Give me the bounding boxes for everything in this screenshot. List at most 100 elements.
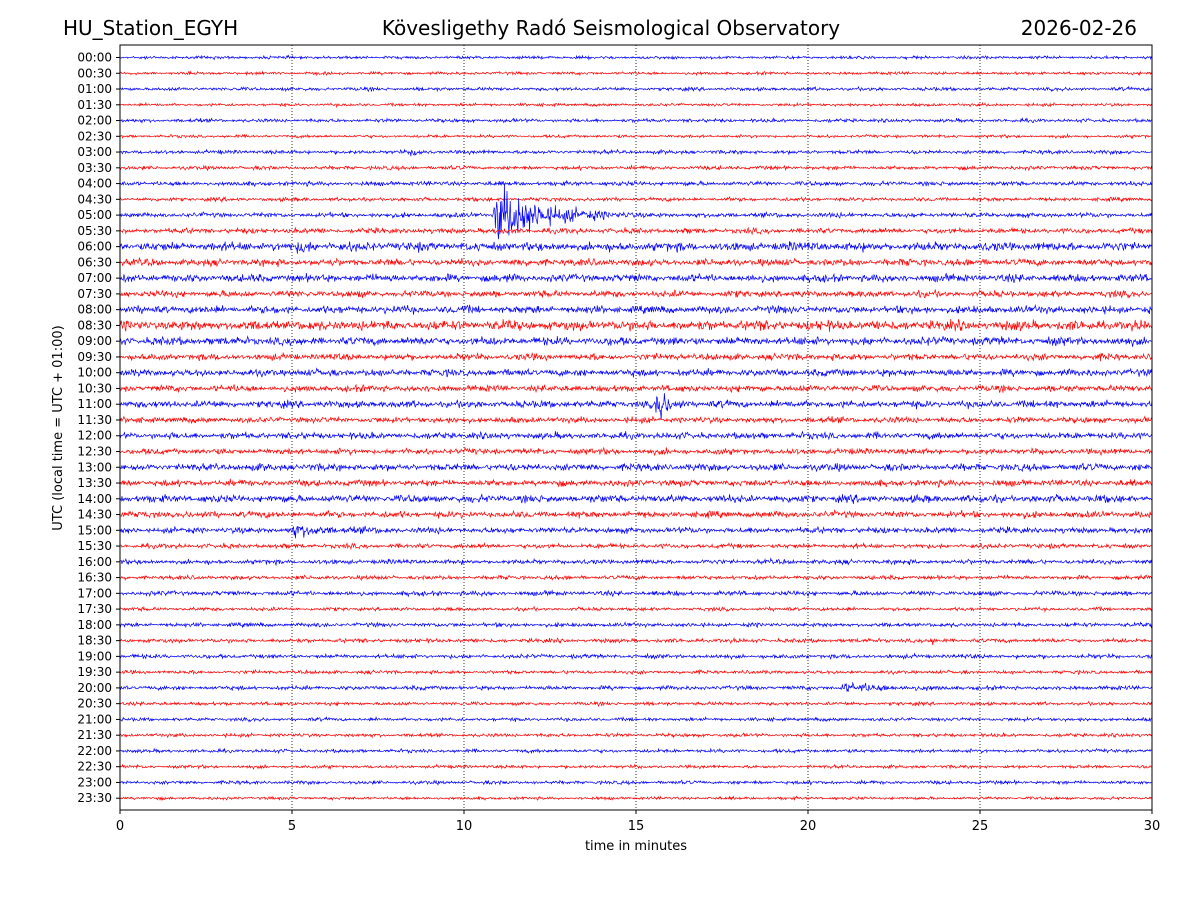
trace-0230 — [119, 132, 1153, 140]
row-label: 04:00 — [77, 177, 112, 191]
trace-0330 — [119, 164, 1153, 172]
row-label: 18:30 — [77, 634, 112, 648]
station-name: HU_Station_EGYH — [63, 16, 239, 40]
x-tick-label: 15 — [628, 819, 645, 834]
row-label: 20:00 — [77, 681, 112, 695]
row-label: 08:00 — [77, 303, 112, 317]
row-label: 10:00 — [77, 366, 112, 380]
traces — [119, 54, 1153, 801]
row-label: 22:30 — [77, 760, 112, 774]
row-label: 06:30 — [77, 255, 112, 269]
trace-1530 — [119, 541, 1153, 551]
trace-0900 — [119, 335, 1153, 347]
row-label: 13:30 — [77, 476, 112, 490]
chart-title: Kövesligethy Radó Seismological Observat… — [381, 16, 841, 40]
row-label: 00:30 — [77, 66, 112, 80]
trace-2030 — [119, 700, 1153, 707]
row-label: 14:00 — [77, 492, 112, 506]
trace-0030 — [119, 70, 1153, 77]
x-axis-ticks: 0 5 10 15 20 25 30 — [116, 810, 1160, 834]
trace-0730 — [119, 289, 1153, 299]
trace-0100 — [119, 85, 1153, 93]
x-tick-label: 25 — [972, 819, 989, 834]
trace-1830 — [119, 636, 1153, 645]
trace-0630 — [119, 257, 1153, 268]
chart-date: 2026-02-26 — [1020, 16, 1137, 40]
row-label: 07:30 — [77, 287, 112, 301]
row-label: 18:00 — [77, 618, 112, 632]
trace-2100 — [119, 715, 1153, 723]
row-label: 13:00 — [77, 460, 112, 474]
row-label: 04:30 — [77, 192, 112, 206]
trace-2230 — [119, 763, 1153, 770]
trace-0300 — [119, 148, 1153, 157]
row-label: 20:30 — [77, 697, 112, 711]
row-label: 10:30 — [77, 381, 112, 395]
x-tick-label: 20 — [800, 819, 817, 834]
x-tick-label: 30 — [1144, 819, 1161, 834]
trace-1730 — [119, 605, 1153, 613]
trace-2200 — [119, 747, 1153, 755]
row-label: 02:30 — [77, 129, 112, 143]
row-label: 19:00 — [77, 649, 112, 663]
trace-1100 — [119, 393, 1153, 420]
trace-0830 — [119, 318, 1153, 332]
row-label: 06:00 — [77, 240, 112, 254]
x-tick-label: 5 — [288, 819, 296, 834]
trace-1030 — [119, 383, 1153, 394]
x-tick-label: 0 — [116, 819, 124, 834]
trace-0430 — [119, 195, 1153, 204]
trace-1330 — [119, 478, 1153, 488]
row-label: 16:30 — [77, 571, 112, 585]
row-label: 11:30 — [77, 413, 112, 427]
trace-1930 — [119, 668, 1153, 676]
row-label: 21:30 — [77, 728, 112, 742]
trace-0500 — [119, 183, 1153, 240]
trace-0800 — [119, 303, 1153, 315]
plot-frame — [119, 44, 1153, 811]
row-label: 11:00 — [77, 397, 112, 411]
row-label: 01:30 — [77, 98, 112, 112]
row-label: 14:30 — [77, 508, 112, 522]
trace-1700 — [119, 589, 1153, 598]
trace-0400 — [119, 179, 1153, 188]
trace-1600 — [119, 557, 1153, 567]
trace-1000 — [119, 367, 1153, 378]
row-label: 08:30 — [77, 318, 112, 332]
trace-0930 — [119, 351, 1153, 362]
row-label: 17:30 — [77, 602, 112, 616]
trace-0130 — [119, 101, 1153, 109]
row-label: 05:30 — [77, 224, 112, 238]
row-label: 23:00 — [77, 775, 112, 789]
row-label: 01:00 — [77, 82, 112, 96]
x-axis-label: time in minutes — [585, 839, 687, 854]
row-label: 15:30 — [77, 539, 112, 553]
row-label: 02:00 — [77, 114, 112, 128]
trace-1500 — [119, 525, 1153, 539]
row-label: 12:00 — [77, 429, 112, 443]
trace-1230 — [119, 446, 1153, 457]
row-label: 03:00 — [77, 145, 112, 159]
row-label: 21:00 — [77, 712, 112, 726]
trace-0200 — [119, 117, 1153, 124]
row-label: 05:00 — [77, 208, 112, 222]
trace-0530 — [119, 226, 1153, 236]
row-label: 17:00 — [77, 586, 112, 600]
trace-0700 — [119, 272, 1153, 284]
trace-2000 — [119, 681, 1153, 692]
row-label: 00:00 — [77, 51, 112, 65]
trace-0000 — [119, 54, 1153, 61]
trace-1300 — [119, 462, 1153, 473]
grid-lines — [291, 45, 981, 810]
row-label: 23:30 — [77, 791, 112, 805]
row-label: 07:00 — [77, 271, 112, 285]
trace-1800 — [119, 621, 1153, 629]
row-label: 03:30 — [77, 161, 112, 175]
trace-1400 — [119, 493, 1153, 505]
y-axis-label: UTC (local time = UTC + 01:00) — [51, 325, 66, 530]
row-label: 22:00 — [77, 744, 112, 758]
trace-2130 — [119, 731, 1153, 739]
row-label: 19:30 — [77, 665, 112, 679]
row-label: 15:00 — [77, 523, 112, 537]
